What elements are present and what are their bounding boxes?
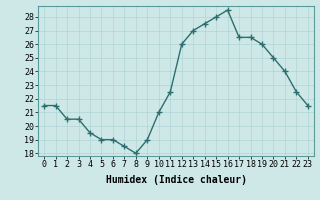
X-axis label: Humidex (Indice chaleur): Humidex (Indice chaleur) (106, 175, 246, 185)
